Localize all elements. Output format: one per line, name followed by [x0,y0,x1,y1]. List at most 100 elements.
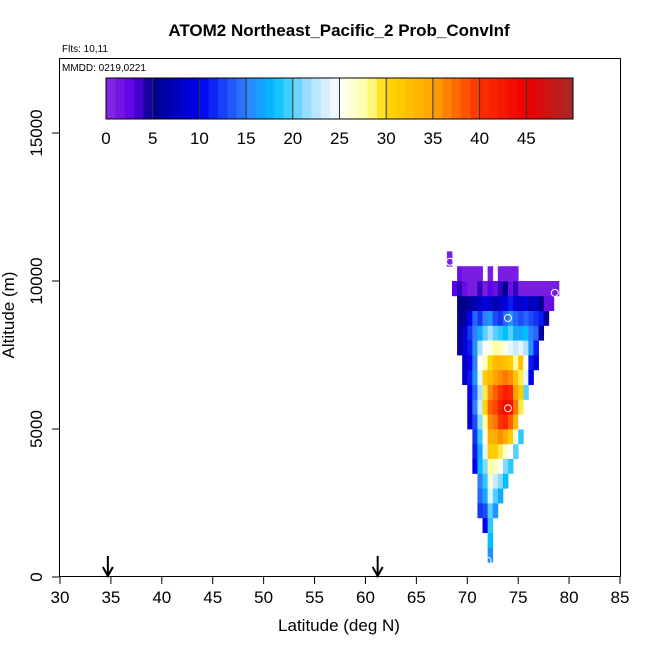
colorbar-swatch [451,78,462,119]
colorbar-swatch [488,78,499,119]
heatmap-cell [497,295,504,311]
heatmap-cell [482,340,489,356]
heatmap-cell [492,429,499,445]
heatmap-cell [497,414,504,430]
heatmap-cell [487,517,494,533]
heatmap-cell [482,473,489,489]
chart-title: ATOM2 Northeast_Pacific_2 Prob_ConvInf [168,21,510,40]
heatmap-cell [523,384,529,400]
x-tick-label: 75 [509,588,528,607]
colorbar-swatch [395,78,406,119]
colorbar-tick-label: 0 [101,129,110,148]
heatmap-cell [523,325,529,341]
x-tick-label: 40 [152,588,171,607]
heatmap-cell [482,310,489,326]
x-tick-label: 70 [458,588,477,607]
heatmap-cell [502,369,509,385]
heatmap-cell [533,295,539,311]
heatmap-cell [502,473,509,489]
heatmap-cell [482,488,489,504]
colorbar-tick-label: 30 [377,129,396,148]
colorbar-swatch [544,78,555,119]
heatmap-cell [523,295,529,311]
heatmap-cell [477,295,483,311]
colorbar-tick-label: 10 [190,129,209,148]
heatmap-cell [518,325,524,341]
heatmap-cell [477,473,483,489]
heatmap-cell [467,295,473,311]
colorbar-swatch [498,78,509,119]
heatmap-cell [497,281,504,297]
heatmap-cell [477,443,483,459]
heatmap-cell [513,325,519,341]
heatmap-cell [538,295,545,311]
heatmap-cell [533,310,539,326]
x-tick-label: 85 [611,588,630,607]
plot-frame [59,58,621,577]
colorbar-swatch [404,78,415,119]
colorbar-swatch [208,78,219,119]
flights-label: Flts: 10,11 [62,44,108,55]
colorbar-tick-label: 20 [283,129,302,148]
heatmap-cell [528,340,534,356]
heatmap-cell [502,384,509,400]
heatmap-cell [497,443,504,459]
heatmap-cell [487,325,494,341]
heatmap-cell [508,414,514,430]
heatmap-cell [502,310,509,326]
heatmap-cell [513,266,519,282]
colorbar-swatch [414,78,424,119]
heatmap-cell [457,295,463,311]
heatmap-cell [462,340,468,356]
x-tick-label: 55 [305,588,324,607]
x-tick-label: 35 [101,588,120,607]
flight-marker [504,404,512,413]
x-tick-label: 65 [407,588,426,607]
heatmap-cell [502,355,509,371]
heatmap-cell [477,281,483,297]
flight-marker [550,288,559,297]
x-tick-label: 30 [51,588,70,607]
heatmap-cell [462,325,468,341]
colorbar-tick-label: 45 [517,129,536,148]
heatmap-cell [477,503,483,519]
heatmap-cell [467,414,473,430]
heatmap-cell [487,281,494,297]
heatmap-cell [492,355,499,371]
heatmap-cell [457,310,463,326]
heatmap-cell [487,369,494,385]
heatmap-cell [492,340,499,356]
heatmap-cell [508,340,514,356]
heatmap-cell [502,281,509,297]
colorbar-swatch [218,78,228,119]
heatmap-cell [502,429,509,445]
heatmap-cell [518,429,524,445]
colorbar-swatch [339,78,350,119]
heatmap-cell [477,414,483,430]
heatmap-cell [487,532,494,548]
heatmap-cell [487,399,494,415]
heatmap-cell [523,310,529,326]
colorbar-swatch [311,78,322,119]
heatmap-cells [446,251,560,563]
heatmap-cell [518,399,524,415]
heatmap-cell [482,295,489,311]
heatmap-cell [518,295,524,311]
x-tick-label: 80 [560,588,579,607]
colorbar-swatch [358,78,368,119]
flight-arrows [101,556,384,579]
heatmap-cell [492,503,499,519]
colorbar-tick-label: 40 [470,129,489,148]
colorbar: 0 5 10 15 20 25 30 35 40 45 [101,77,574,148]
heatmap-cell [482,429,489,445]
heatmap-cell [472,429,478,445]
heatmap-cell [477,340,483,356]
heatmap-cell [482,384,489,400]
heatmap-cell [538,325,545,341]
colorbar-swatch [376,78,387,119]
colorbar-swatch [479,78,490,119]
x-axis-label: Latitude (deg N) [278,616,400,635]
heatmap-cell [487,355,494,371]
heatmap-cell [472,340,478,356]
colorbar-tick-label: 15 [237,129,256,148]
